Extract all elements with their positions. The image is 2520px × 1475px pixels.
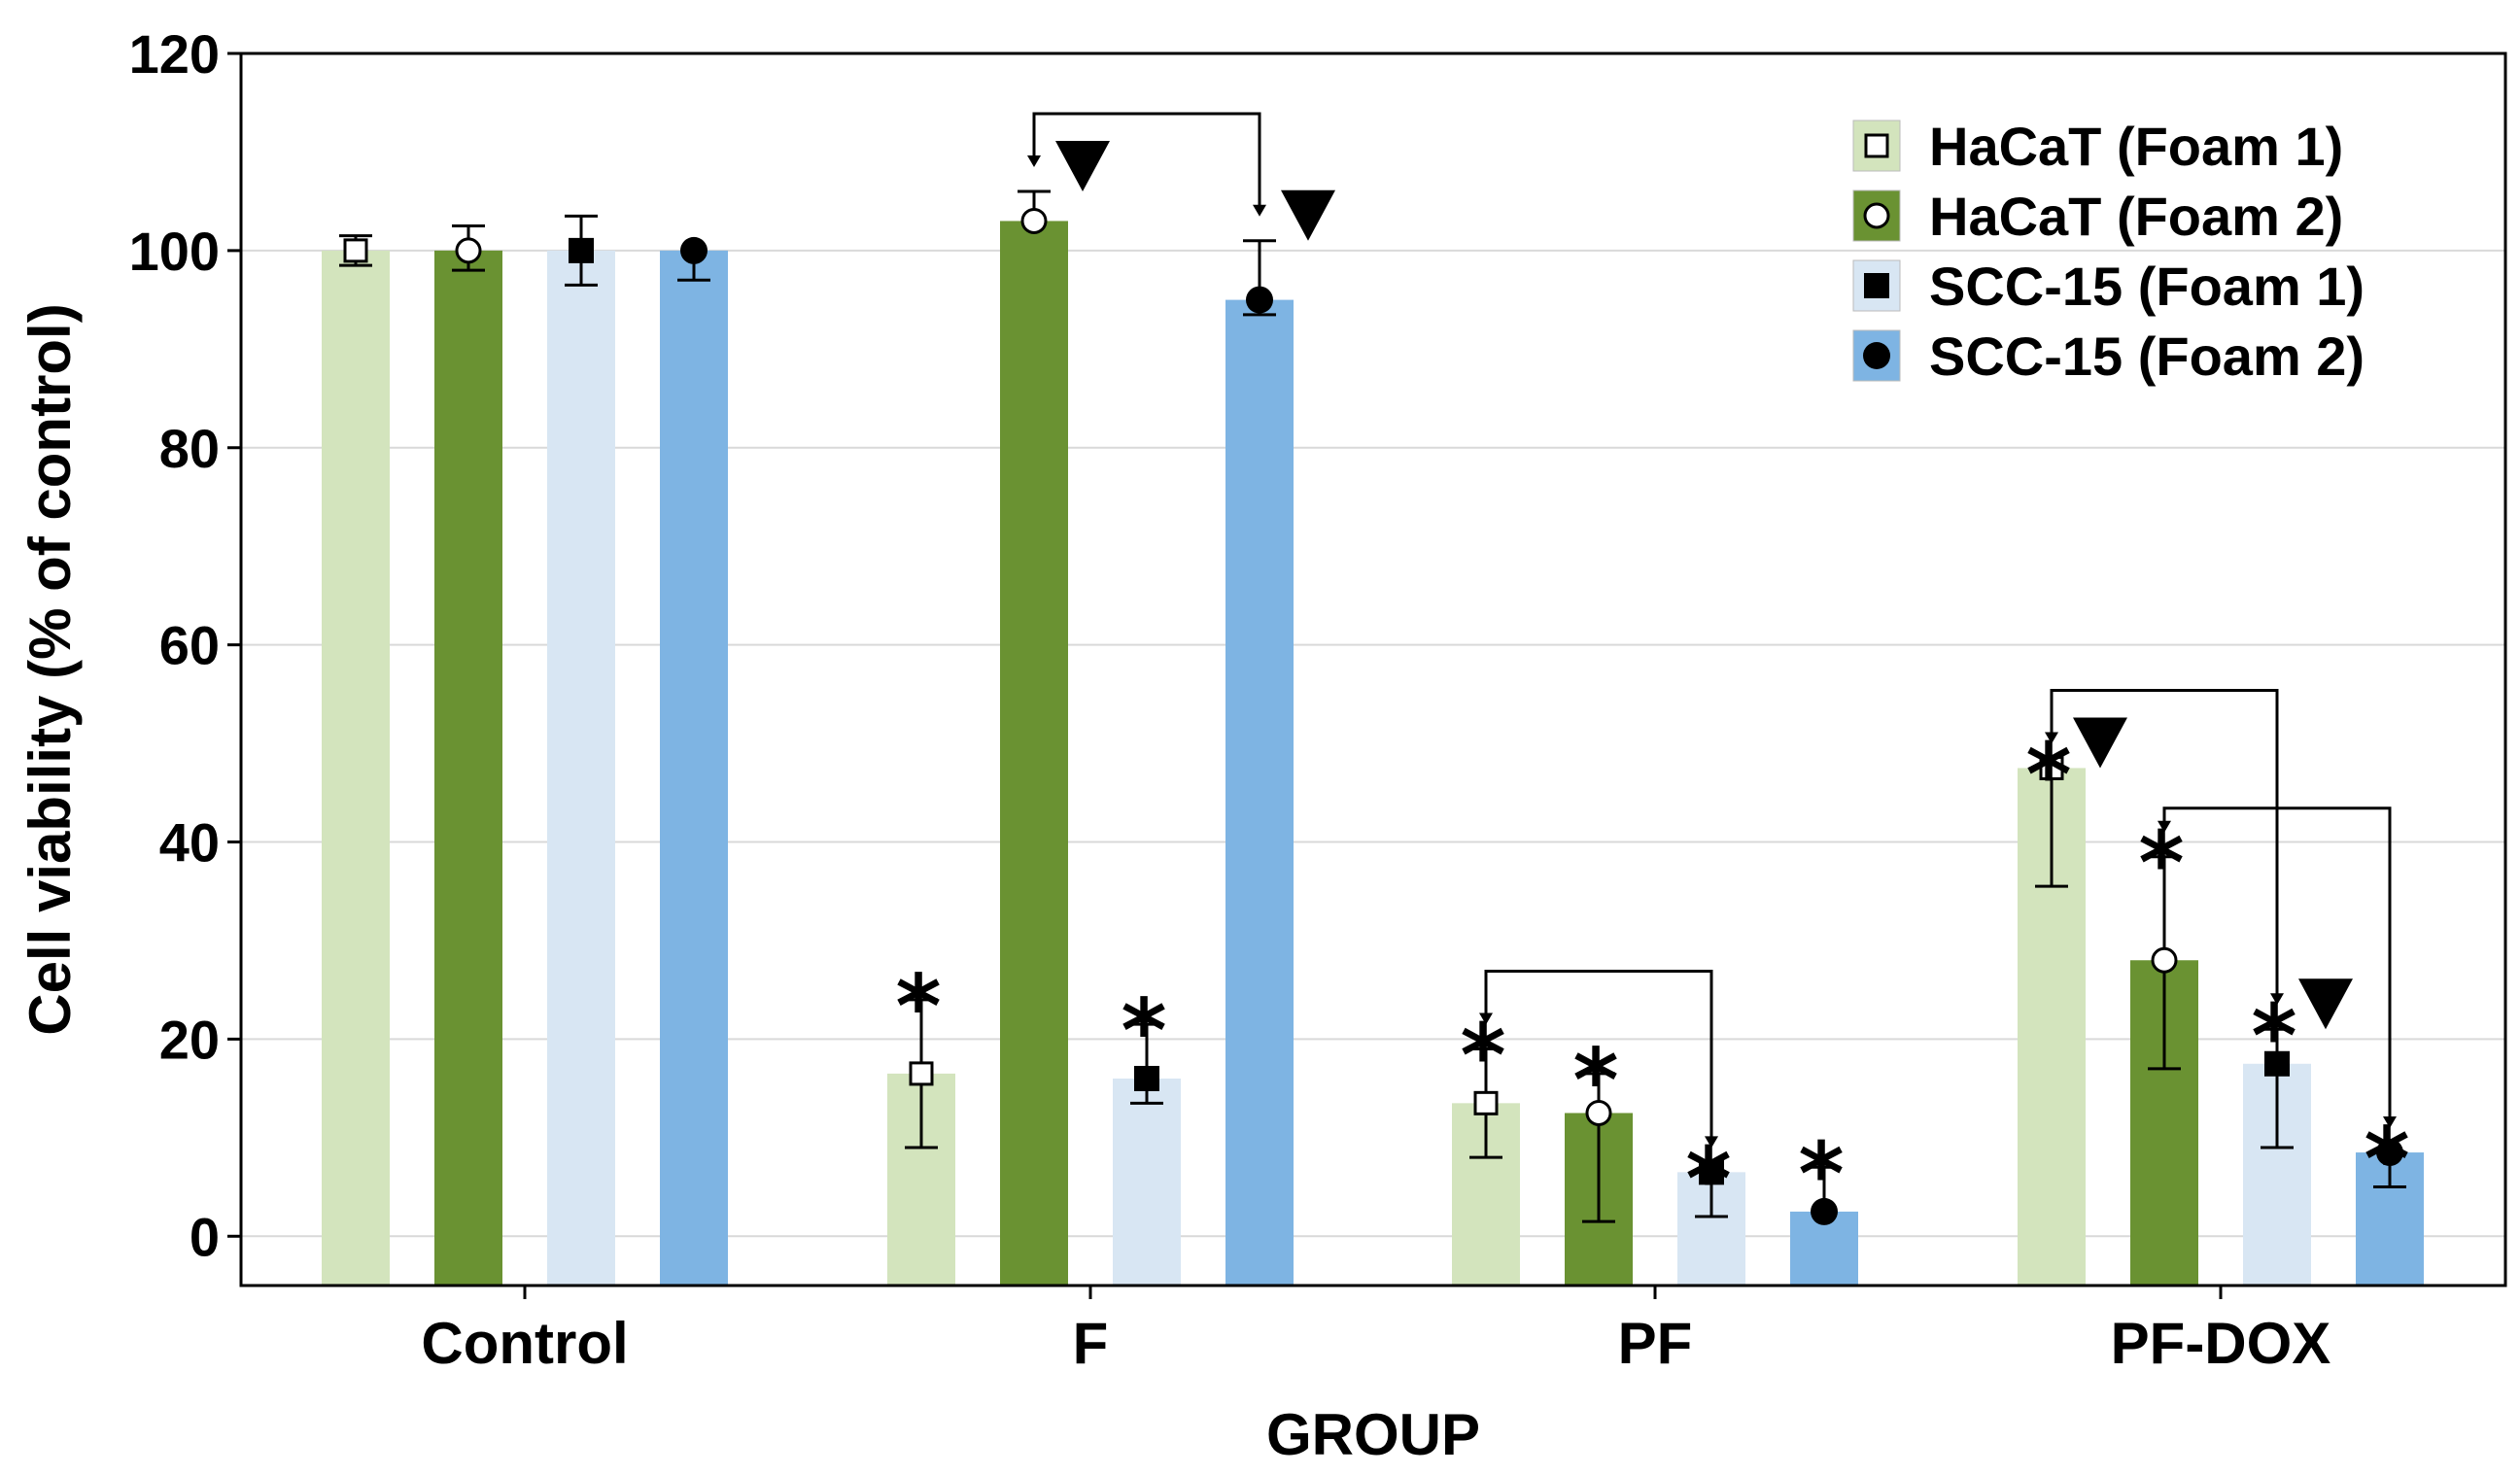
- bracket-arrowhead: [2045, 732, 2058, 744]
- marker-open-circle: [1585, 1099, 1612, 1126]
- y-tick-label: 120: [129, 23, 220, 85]
- comparison-bracket: [2050, 688, 2279, 996]
- marker-open-square: [909, 1061, 934, 1086]
- y-axis: 0 20 40 60 80 100 120: [129, 23, 241, 1267]
- x-axis: Control F PF PF-DOX: [421, 1286, 2330, 1376]
- y-tick-label: 80: [159, 418, 220, 479]
- comparison-bracket: [1032, 112, 1261, 207]
- significance-asterisk: *: [2364, 1109, 2409, 1211]
- significance-asterisk: *: [1685, 1128, 1731, 1230]
- marker-filled-circle: [1811, 1197, 1838, 1225]
- significance-asterisk: *: [1572, 1030, 1618, 1132]
- marker-filled-square: [2264, 1050, 2290, 1077]
- bar: [1225, 299, 1294, 1286]
- marker-open-square: [2039, 755, 2064, 780]
- y-tick-label: 20: [159, 1009, 220, 1070]
- bracket-arrowhead: [1253, 204, 1266, 217]
- bracket-arrowhead: [2158, 820, 2171, 833]
- marker-open-square: [343, 238, 368, 263]
- comparison-bracket: [2162, 806, 2392, 1119]
- marker-filled-circle: [1863, 342, 1890, 369]
- x-axis-title: GROUP: [1266, 1402, 1480, 1467]
- x-tick-label: PF: [1618, 1311, 1693, 1376]
- y-tick-label: 100: [129, 221, 220, 282]
- significance-triangle: [2073, 717, 2127, 769]
- significance-asterisk: *: [2251, 985, 2296, 1087]
- plot-frame: [239, 51, 2507, 1287]
- x-tick-label: Control: [421, 1311, 628, 1376]
- y-tick-label: 40: [159, 812, 220, 874]
- significance-asterisk: *: [2138, 813, 2184, 915]
- bracket-arrowhead: [1027, 155, 1041, 168]
- marker-filled-circle: [680, 236, 708, 264]
- marker-filled-square: [1134, 1065, 1159, 1091]
- bar: [660, 250, 728, 1286]
- legend: HaCaT (Foam 1) HaCaT (Foam 2) SCC-15 (Foam…: [1852, 116, 2365, 387]
- significance-asterisk: *: [2025, 724, 2071, 826]
- marker-filled-circle: [1246, 286, 1273, 314]
- marker-open-circle: [1863, 202, 1890, 229]
- annotations: * * * * * * * * * *: [895, 112, 2410, 1230]
- legend-label: SCC-15 (Foam 1): [1929, 256, 2365, 317]
- bar: [547, 250, 615, 1286]
- legend-label: HaCaT (Foam 2): [1929, 186, 2343, 247]
- bar: [322, 250, 390, 1286]
- bar: [1113, 1078, 1181, 1286]
- marker-open-square: [1864, 133, 1889, 158]
- significance-triangle: [1055, 141, 1110, 192]
- marker-filled-square: [1864, 273, 1889, 298]
- bracket-arrowhead: [1479, 1012, 1493, 1025]
- comparison-bracket: [1484, 970, 1713, 1139]
- x-tick-label: F: [1073, 1311, 1109, 1376]
- y-tick-label: 0: [190, 1206, 220, 1267]
- legend-label: HaCaT (Foam 1): [1929, 116, 2343, 177]
- significance-asterisk: *: [895, 956, 941, 1058]
- bracket-arrowhead: [2270, 993, 2284, 1006]
- bar: [434, 250, 502, 1286]
- x-tick-label: PF-DOX: [2111, 1311, 2331, 1376]
- marker-open-square: [1473, 1090, 1499, 1115]
- significance-asterisk: *: [1121, 980, 1166, 1082]
- significance-triangle: [1281, 189, 1335, 241]
- marker-open-circle: [455, 237, 482, 264]
- bracket-arrowhead: [1705, 1136, 1718, 1149]
- markers: [343, 207, 2403, 1225]
- significance-triangle: [2298, 978, 2353, 1030]
- marker-filled-circle: [2376, 1139, 2403, 1167]
- bar: [1000, 221, 1068, 1286]
- marker-open-circle: [2151, 946, 2178, 974]
- y-axis-title: Cell viability (% of control): [17, 303, 83, 1035]
- legend-label: SCC-15 (Foam 2): [1929, 326, 2365, 387]
- bracket-arrowhead: [2383, 1116, 2397, 1129]
- marker-filled-square: [569, 237, 594, 263]
- significance-asterisk: *: [1798, 1123, 1844, 1225]
- marker-open-circle: [1020, 207, 1048, 234]
- marker-filled-square: [1699, 1159, 1724, 1185]
- y-tick-label: 60: [159, 615, 220, 676]
- significance-asterisk: *: [1460, 1006, 1505, 1108]
